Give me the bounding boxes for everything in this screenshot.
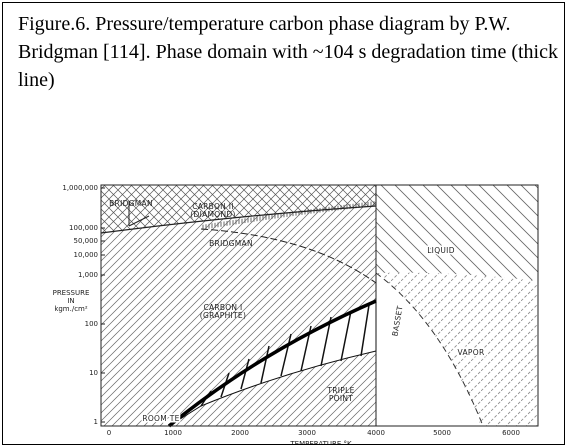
region-label: ROOM TE xyxy=(142,414,179,423)
x-tick-label: 1000 xyxy=(164,429,182,437)
x-tick-label: 6000 xyxy=(502,429,520,437)
y-axis-label: kgm./cm² xyxy=(54,305,88,313)
region-label: VAPOR xyxy=(458,348,485,357)
y-tick-label: 50,000 xyxy=(74,237,99,245)
region-label: POINT xyxy=(329,394,353,403)
region-label: BRIDGMAN xyxy=(109,199,153,208)
x-tick-label: 3000 xyxy=(298,429,316,437)
bridgman-arrow xyxy=(128,201,150,227)
caption: Figure.6. Pressure/temperature carbon ph… xyxy=(18,13,558,91)
y-tick-label: 100,000 xyxy=(69,224,98,232)
x-tick-label: 4000 xyxy=(367,429,385,437)
region-label: BASSET xyxy=(390,305,404,337)
region-label: (GRAPHITE) xyxy=(200,311,246,320)
region-label: (DIAMOND) xyxy=(190,210,235,219)
x-tick-label: 2000 xyxy=(231,429,249,437)
dashed-curve xyxy=(200,228,377,284)
graphite-region xyxy=(101,206,376,426)
y-axis-label: IN xyxy=(67,297,74,305)
y-tick-label: 1 xyxy=(94,418,98,426)
thick-line xyxy=(167,299,377,428)
region-label: TRIPLE xyxy=(326,386,354,395)
x-tick-label: 5000 xyxy=(433,429,451,437)
y-tick-label: 10 xyxy=(89,369,98,377)
bridgman-curve xyxy=(100,205,377,234)
x-tick-label: 0 xyxy=(107,429,111,437)
diamond-region xyxy=(101,185,376,233)
liquid-region xyxy=(376,185,538,281)
x-axis-label: TEMPERATURE °K xyxy=(289,440,352,445)
region-label: CARBON II xyxy=(192,202,234,211)
region-label: CARBON I xyxy=(203,303,242,312)
phase-diagram: 1,000,000100,00050,00010,0001,0001001010… xyxy=(53,184,539,445)
y-tick-label: 100 xyxy=(85,320,98,328)
plot-border xyxy=(100,184,539,427)
y-tick-label: 1,000,000 xyxy=(62,184,98,192)
y-axis-label: PRESSURE xyxy=(53,289,90,297)
y-tick-label: 1,000 xyxy=(78,271,98,279)
vapor-curve xyxy=(375,272,484,427)
region-label: LIQUID xyxy=(427,246,455,255)
region-label: BRIDGMAN xyxy=(209,239,253,248)
y-tick-label: 10,000 xyxy=(74,251,99,259)
